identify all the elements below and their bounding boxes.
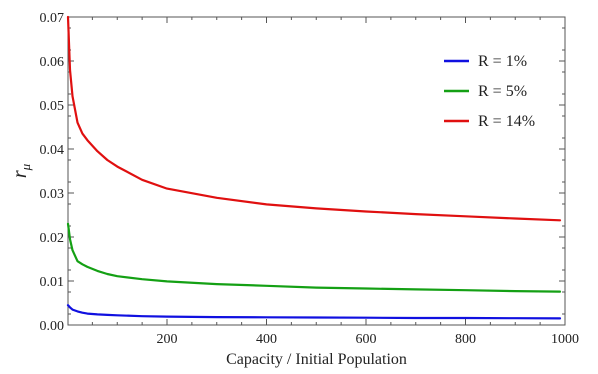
x-tick-label: 400 xyxy=(256,332,277,347)
legend-label: R = 14% xyxy=(478,113,535,130)
y-tick-label: 0.01 xyxy=(40,275,65,290)
series-line-1 xyxy=(66,222,562,293)
series-lines xyxy=(66,15,562,320)
series-line-0 xyxy=(66,304,562,320)
y-axis-label-main: r xyxy=(9,170,31,178)
legend-label: R = 5% xyxy=(478,83,527,100)
y-axis-label-sub: μ xyxy=(18,163,33,171)
y-tick-label: 0.00 xyxy=(40,319,65,334)
y-tick-label: 0.06 xyxy=(40,55,65,70)
svg-text:rμ: rμ xyxy=(9,163,33,178)
y-tick-label: 0.02 xyxy=(40,231,65,246)
series-line-2 xyxy=(66,15,562,222)
y-tick-label: 0.05 xyxy=(40,99,65,114)
legend: R = 1% R = 5% R = 14% xyxy=(444,53,535,130)
x-tick-label: 1000 xyxy=(551,332,579,347)
y-ticks: 0.00 0.01 0.02 0.03 0.04 0.05 0.06 0.07 xyxy=(40,11,565,334)
x-tick-label: 600 xyxy=(356,332,377,347)
x-tick-label: 800 xyxy=(455,332,476,347)
y-axis-label: rμ xyxy=(9,163,33,178)
x-ticks: 200 400 600 800 1000 xyxy=(91,17,579,347)
x-tick-label: 200 xyxy=(157,332,178,347)
y-tick-label: 0.04 xyxy=(40,143,65,158)
x-axis-label: Capacity / Initial Population xyxy=(226,351,407,368)
legend-label: R = 1% xyxy=(478,53,527,70)
y-tick-label: 0.07 xyxy=(40,11,65,26)
y-tick-label: 0.03 xyxy=(40,187,65,202)
